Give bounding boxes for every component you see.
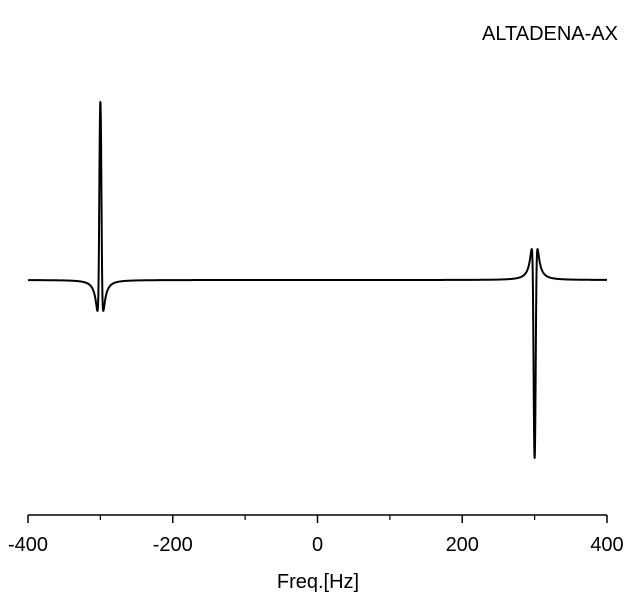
x-tick-label: 0 xyxy=(312,534,323,556)
spectrum-series-line xyxy=(27,101,608,459)
x-axis-ticks: -400 -200 0 200 400 xyxy=(8,515,624,556)
x-tick-label: 200 xyxy=(446,534,479,556)
x-tick-label: -200 xyxy=(153,534,193,556)
plot-area xyxy=(27,101,608,459)
x-tick-label: 400 xyxy=(590,534,623,556)
x-tick-label: -400 xyxy=(8,534,48,556)
x-axis-title: Freq.[Hz] xyxy=(277,571,359,593)
chart-title: ALTADENA-AX xyxy=(482,23,618,45)
